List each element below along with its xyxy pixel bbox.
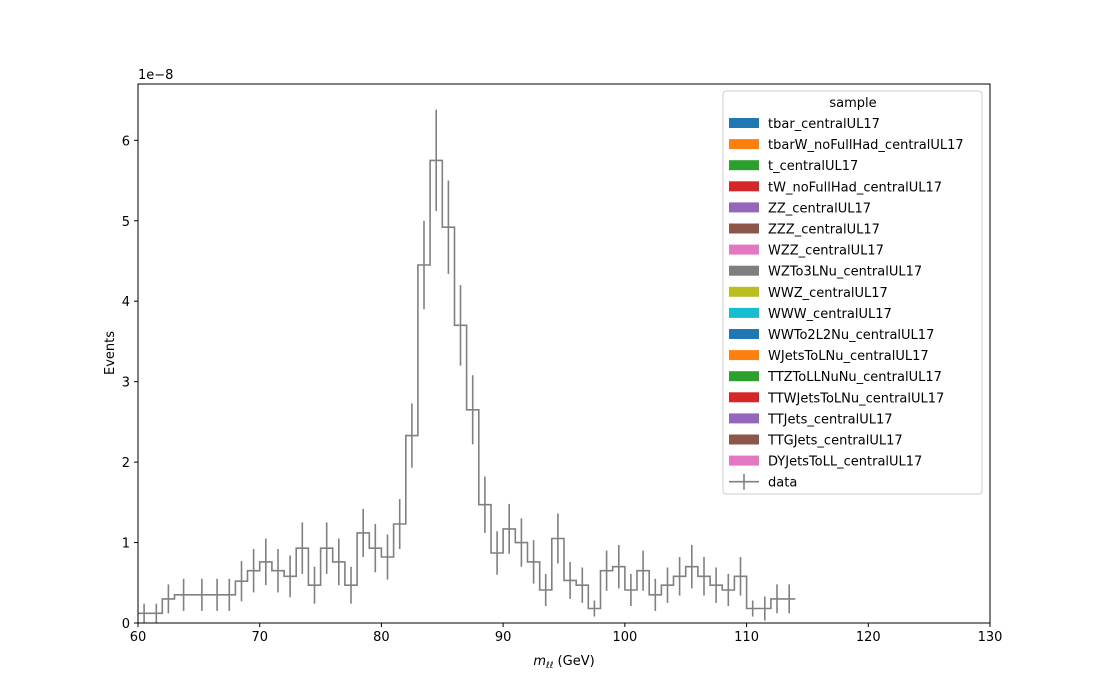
x-tick-label: 80 xyxy=(373,630,390,645)
legend-title: sample xyxy=(829,96,876,111)
legend-swatch xyxy=(729,392,759,403)
legend-entry-label: WZZ_centralUL17 xyxy=(768,244,884,259)
y-tick-label: 4 xyxy=(122,295,130,310)
legend-swatch xyxy=(729,160,759,171)
plot-frame xyxy=(137,83,991,624)
legend-entry-label: WWZ_centralUL17 xyxy=(768,286,888,301)
x-axis-label-subscript: ℓℓ xyxy=(545,661,553,671)
y-offset-label: 1e−8 xyxy=(138,68,173,83)
x-axis-label-main: m xyxy=(533,654,546,669)
x-tick-label: 120 xyxy=(856,630,881,645)
legend-entry-label: t_centralUL17 xyxy=(768,159,858,174)
legend-entry-label: TTZToLLNuNu_centralUL17 xyxy=(767,370,942,385)
data-histogram xyxy=(138,159,796,615)
x-axis-label-unit: (GeV) xyxy=(553,654,594,669)
legend-entry-label: ZZZ_centralUL17 xyxy=(768,223,880,238)
legend-entry-label: TTGJets_centralUL17 xyxy=(767,434,903,449)
y-tick-label: 2 xyxy=(122,456,130,471)
legend-entry-label: WWTo2L2Nu_centralUL17 xyxy=(768,328,934,343)
legend-entry-label: TTJets_centralUL17 xyxy=(767,412,893,427)
legend-entry-label: WWW_centralUL17 xyxy=(768,307,892,322)
y-tick-label: 1 xyxy=(122,537,130,552)
data-histogram-step xyxy=(138,159,796,615)
legend-swatch xyxy=(729,307,759,318)
data-error-bars xyxy=(143,109,791,623)
y-tick-label: 6 xyxy=(122,134,130,149)
y-axis-ticks: 0 1 2 3 4 5 6 xyxy=(122,134,138,632)
legend-swatch xyxy=(729,244,759,255)
legend-entry-label: ZZ_centralUL17 xyxy=(768,201,871,216)
x-axis-label: mℓℓ (GeV) xyxy=(533,654,594,671)
x-tick-label: 60 xyxy=(130,630,147,645)
y-tick-label: 3 xyxy=(122,376,130,391)
legend-swatch xyxy=(729,413,759,424)
legend-entry-label: tbarW_noFullHad_centralUL17 xyxy=(768,138,964,153)
legend-entry-label: WZTo3LNu_centralUL17 xyxy=(768,265,922,280)
legend-swatch xyxy=(729,202,759,213)
legend-entry-label: TTWJetsToLNu_centralUL17 xyxy=(767,391,944,406)
x-tick-label: 110 xyxy=(734,630,759,645)
x-tick-label: 100 xyxy=(612,630,637,645)
y-tick-label: 0 xyxy=(122,617,130,632)
x-axis-ticks: 60 70 80 90 100 110 120 130 xyxy=(130,623,1003,645)
x-tick-label: 130 xyxy=(978,630,1003,645)
legend-swatch xyxy=(729,118,759,128)
legend-swatch xyxy=(729,455,759,466)
y-tick-label: 5 xyxy=(122,215,130,230)
legend-entry-label: DYJetsToLL_centralUL17 xyxy=(768,455,922,470)
legend-swatch xyxy=(729,181,759,192)
legend-swatch xyxy=(729,223,759,234)
x-tick-label: 90 xyxy=(495,630,512,645)
legend-entry-label: WJetsToLNu_centralUL17 xyxy=(768,349,929,364)
legend-swatch xyxy=(729,139,759,150)
legend-entry-label: tW_noFullHad_centralUL17 xyxy=(768,180,942,195)
legend-entry-label: tbar_centralUL17 xyxy=(768,117,880,132)
legend-data-label: data xyxy=(768,476,797,491)
legend-swatch xyxy=(729,286,759,297)
x-tick-label: 70 xyxy=(251,630,268,645)
legend-box xyxy=(722,90,983,495)
legend-swatch xyxy=(729,329,759,339)
legend-swatch xyxy=(729,265,759,276)
legend-swatch xyxy=(729,371,759,382)
legend: sample tbar_centralUL17 tbarW_noFullHad_c… xyxy=(722,90,983,495)
y-axis-label: Events xyxy=(103,331,118,375)
legend-swatch xyxy=(729,434,759,445)
legend-swatch xyxy=(729,350,759,361)
